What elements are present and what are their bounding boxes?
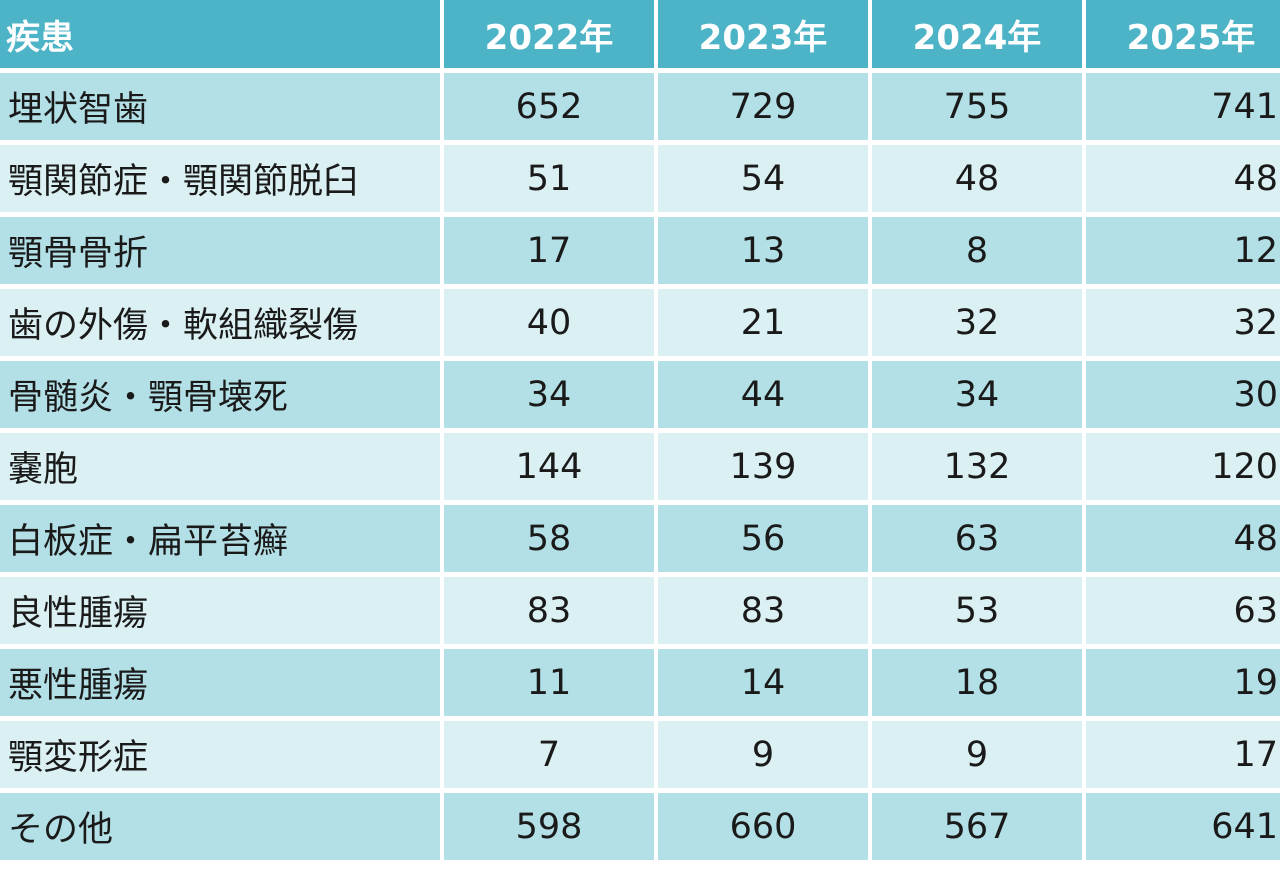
disease-name: 骨髄炎・顎骨壊死 xyxy=(0,361,440,428)
table-body: 埋状智歯 652 729 755 741 顎関節症・顎関節脱臼 51 54 48 48 顎骨骨折 17… xyxy=(0,73,1280,860)
header-year-2022: 2022年 xyxy=(444,0,654,68)
case-count: 13 xyxy=(658,217,868,284)
case-count: 132 xyxy=(872,433,1082,500)
case-count: 11 xyxy=(444,649,654,716)
case-count: 8 xyxy=(872,217,1082,284)
table-row: 埋状智歯 652 729 755 741 xyxy=(0,73,1280,140)
case-count: 83 xyxy=(658,577,868,644)
table-row: 顎変形症 7 9 9 17 xyxy=(0,721,1280,788)
header-disease: 疾患 xyxy=(0,0,440,68)
case-count: 139 xyxy=(658,433,868,500)
case-count: 54 xyxy=(658,145,868,212)
case-count: 729 xyxy=(658,73,868,140)
case-count: 9 xyxy=(872,721,1082,788)
table-row: 悪性腫瘍 11 14 18 19 xyxy=(0,649,1280,716)
case-count: 34 xyxy=(872,361,1082,428)
case-count: 63 xyxy=(872,505,1082,572)
disease-name: 顎関節症・顎関節脱臼 xyxy=(0,145,440,212)
case-count: 660 xyxy=(658,793,868,860)
case-count: 17 xyxy=(1086,721,1280,788)
case-count: 40 xyxy=(444,289,654,356)
table-row: 顎骨骨折 17 13 8 12 xyxy=(0,217,1280,284)
table-row: 歯の外傷・軟組織裂傷 40 21 32 32 xyxy=(0,289,1280,356)
case-count: 18 xyxy=(872,649,1082,716)
table-row: 嚢胞 144 139 132 120 xyxy=(0,433,1280,500)
case-count: 58 xyxy=(444,505,654,572)
table-row: 白板症・扁平苔癬 58 56 63 48 xyxy=(0,505,1280,572)
table-row: その他 598 660 567 641 xyxy=(0,793,1280,860)
disease-name: 嚢胞 xyxy=(0,433,440,500)
case-count: 32 xyxy=(1086,289,1280,356)
disease-name: 顎変形症 xyxy=(0,721,440,788)
case-count: 12 xyxy=(1086,217,1280,284)
case-count: 51 xyxy=(444,145,654,212)
disease-name: 悪性腫瘍 xyxy=(0,649,440,716)
case-count: 567 xyxy=(872,793,1082,860)
disease-name: 顎骨骨折 xyxy=(0,217,440,284)
case-count: 53 xyxy=(872,577,1082,644)
case-count: 652 xyxy=(444,73,654,140)
case-count: 30 xyxy=(1086,361,1280,428)
table-row: 良性腫瘍 83 83 53 63 xyxy=(0,577,1280,644)
case-count: 48 xyxy=(1086,505,1280,572)
case-count: 641 xyxy=(1086,793,1280,860)
case-count: 44 xyxy=(658,361,868,428)
case-count: 48 xyxy=(1086,145,1280,212)
case-count: 17 xyxy=(444,217,654,284)
case-count: 19 xyxy=(1086,649,1280,716)
case-count: 755 xyxy=(872,73,1082,140)
header-row: 疾患 2022年 2023年 2024年 2025年 xyxy=(0,0,1280,68)
disease-name: 埋状智歯 xyxy=(0,73,440,140)
case-count: 7 xyxy=(444,721,654,788)
disease-name: 良性腫瘍 xyxy=(0,577,440,644)
header-year-2025: 2025年 xyxy=(1086,0,1280,68)
header-year-2024: 2024年 xyxy=(872,0,1082,68)
disease-name: 白板症・扁平苔癬 xyxy=(0,505,440,572)
case-count: 741 xyxy=(1086,73,1280,140)
case-count: 144 xyxy=(444,433,654,500)
case-count: 32 xyxy=(872,289,1082,356)
case-count: 14 xyxy=(658,649,868,716)
case-count: 598 xyxy=(444,793,654,860)
case-count: 63 xyxy=(1086,577,1280,644)
case-count: 83 xyxy=(444,577,654,644)
case-count: 120 xyxy=(1086,433,1280,500)
disease-name: その他 xyxy=(0,793,440,860)
case-count: 48 xyxy=(872,145,1082,212)
table-row: 骨髄炎・顎骨壊死 34 44 34 30 xyxy=(0,361,1280,428)
case-count: 56 xyxy=(658,505,868,572)
disease-name: 歯の外傷・軟組織裂傷 xyxy=(0,289,440,356)
case-count: 9 xyxy=(658,721,868,788)
case-count: 34 xyxy=(444,361,654,428)
case-count: 21 xyxy=(658,289,868,356)
table-row: 顎関節症・顎関節脱臼 51 54 48 48 xyxy=(0,145,1280,212)
header-year-2023: 2023年 xyxy=(658,0,868,68)
